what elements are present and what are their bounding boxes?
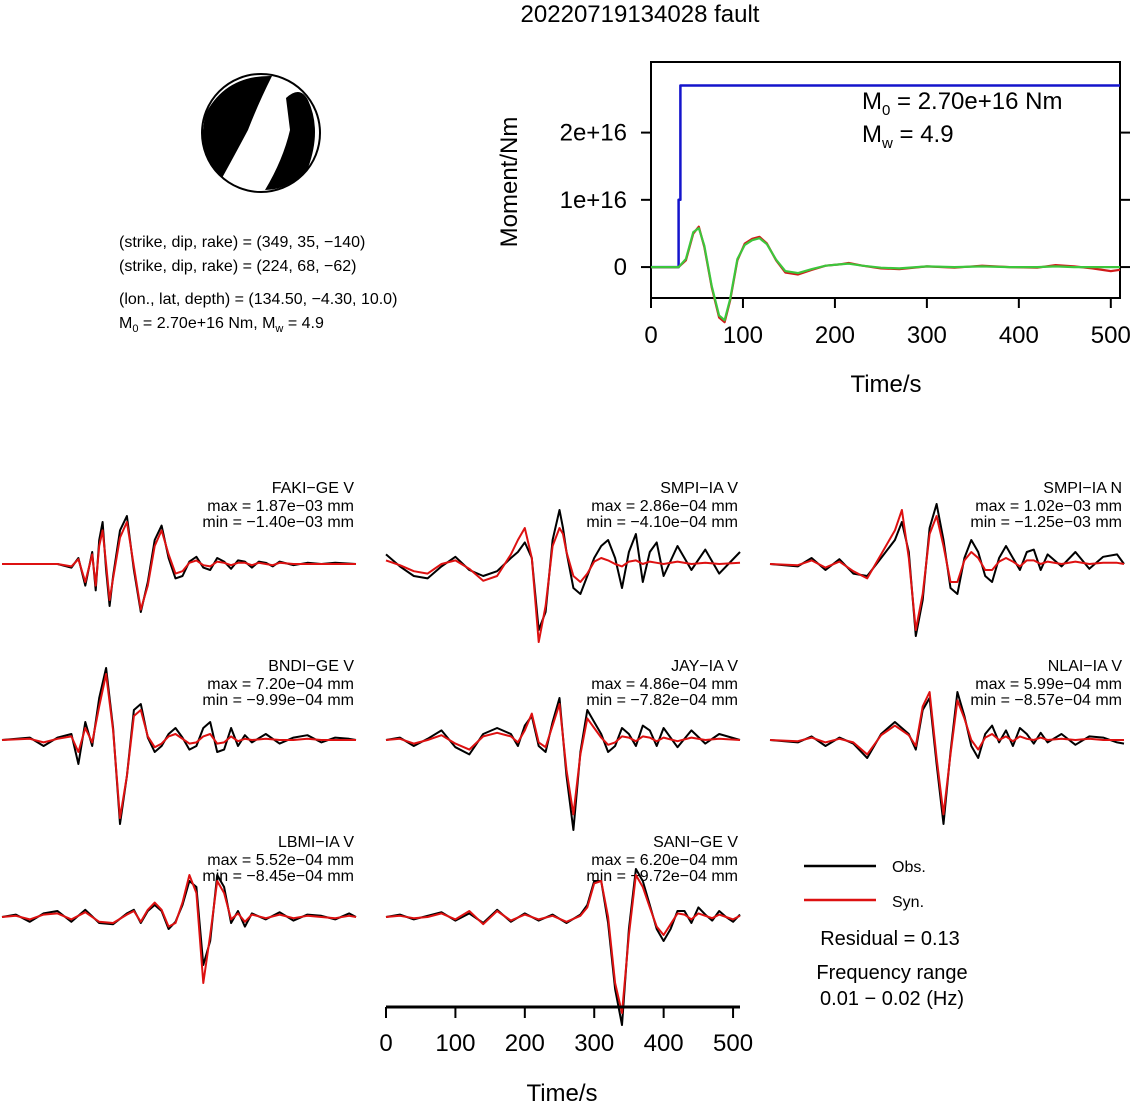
m0-subscript: 0	[882, 102, 890, 119]
waveform-xtick-label: 0	[379, 1030, 392, 1057]
nodal-plane-2: (strike, dip, rake) = (224, 68, −62)	[119, 258, 356, 275]
synthetic-waveform	[1, 673, 356, 819]
synthetic-waveform	[385, 703, 741, 816]
station-max: max = 2.86e−04 mm	[591, 498, 738, 515]
nodal-plane-1: (strike, dip, rake) = (349, 35, −140)	[119, 234, 365, 251]
station-max: max = 6.20e−04 mm	[591, 852, 738, 869]
moment-xtick-label: 300	[907, 322, 947, 349]
station-max: max = 7.20e−04 mm	[207, 676, 354, 693]
station-min: min = −1.40e−03 mm	[202, 514, 354, 531]
moment-plot-frame	[650, 61, 1121, 299]
station-label: LBMI−IA V	[278, 834, 354, 851]
waveform-xtick-label: 200	[505, 1030, 545, 1057]
synthetic-waveform	[1, 874, 357, 984]
moment-plot-axes: 0 100 200 300 400 500 0 1e+16 2e+16	[560, 120, 1131, 349]
mw-symbol: M	[862, 121, 882, 148]
synthetic-waveform	[385, 874, 741, 1014]
waveform-time-axis: 0 100 200 300 400 500	[379, 1005, 753, 1057]
moment-ytick-label: 1e+16	[560, 187, 627, 214]
m0-value: = 2.70e+16 Nm	[890, 88, 1062, 115]
moment-synthetic-line	[651, 227, 1120, 322]
station-max: max = 4.86e−04 mm	[591, 676, 738, 693]
beachball	[201, 73, 321, 193]
synthetic-waveform	[769, 691, 1124, 816]
station-label: SMPI−IA N	[1043, 480, 1122, 497]
hypocenter-location: (lon., lat, depth) = (134.50, −4.30, 10.…	[119, 291, 397, 308]
moment-summary-mw-subscript: w	[274, 323, 283, 335]
observed-waveform	[1, 874, 357, 966]
moment-xtick-label: 100	[723, 322, 763, 349]
station-max: max = 1.02e−03 mm	[975, 498, 1122, 515]
waveform-legend: Obs. Syn.	[804, 859, 926, 911]
moment-xtick-label: 200	[815, 322, 855, 349]
moment-summary-m0-value: = 2.70e+16 Nm, M	[138, 315, 275, 332]
moment-summary: M0 = 2.70e+16 Nm, Mw = 4.9	[119, 315, 324, 335]
moment-summary-m0-subscript: 0	[132, 323, 138, 335]
station-max: max = 5.52e−04 mm	[207, 852, 354, 869]
moment-ytick-label: 0	[614, 254, 627, 281]
mw-subscript: w	[881, 135, 893, 152]
observed-waveform	[769, 503, 1125, 637]
waveform-xlabel: Time/s	[526, 1080, 597, 1104]
moment-ytick-label: 2e+16	[560, 120, 627, 147]
figure-title: 20220719134028 fault	[521, 1, 760, 28]
moment-plot-series	[651, 84, 1121, 324]
moment-xtick-label: 400	[999, 322, 1039, 349]
station-label: FAKI−GE V	[272, 480, 355, 497]
m0-symbol: M	[862, 88, 882, 115]
station-max: max = 5.99e−04 mm	[975, 676, 1122, 693]
frequency-range-label: Frequency range	[816, 962, 967, 984]
station-min: min = −9.99e−04 mm	[202, 692, 354, 709]
observed-waveform	[769, 691, 1125, 825]
frequency-range-value: 0.01 − 0.02 (Hz)	[820, 988, 964, 1010]
station-min: min = −9.72e−04 mm	[586, 868, 738, 885]
station-label: BNDI−GE V	[268, 658, 354, 675]
moment-xtick-label: 500	[1091, 322, 1131, 349]
residual-value: Residual = 0.13	[820, 928, 960, 950]
station-label: SANI−GE V	[653, 834, 738, 851]
beachball-compression-quadrant	[202, 75, 272, 178]
legend-obs-label: Obs.	[892, 859, 926, 876]
station-min: min = −4.10e−04 mm	[586, 514, 738, 531]
moment-summary-m0-symbol: M	[119, 315, 132, 332]
moment-plot-xlabel: Time/s	[850, 371, 921, 398]
legend-syn-label: Syn.	[892, 894, 924, 911]
moment-xtick-label: 0	[644, 322, 657, 349]
synthetic-waveform	[769, 509, 1125, 631]
station-min: min = −7.82e−04 mm	[586, 692, 738, 709]
observed-waveform	[385, 697, 741, 831]
synthetic-waveform	[2, 521, 356, 611]
station-min: min = −8.57e−04 mm	[970, 692, 1122, 709]
station-min: min = −8.45e−04 mm	[202, 868, 354, 885]
waveform-xtick-label: 100	[435, 1030, 475, 1057]
station-min: min = −1.25e−03 mm	[970, 514, 1122, 531]
moment-summary-mw-value: = 4.9	[283, 315, 324, 332]
waveform-xtick-label: 400	[644, 1030, 684, 1057]
beachball-compression-quadrant-2	[265, 91, 315, 190]
station-label: SMPI−IA V	[660, 480, 738, 497]
synthetic-waveform	[385, 527, 741, 643]
moment-plot-mw-annotation: Mw = 4.9	[862, 121, 954, 152]
station-label: NLAI−IA V	[1048, 658, 1123, 675]
station-label: JAY−IA V	[671, 658, 738, 675]
waveform-xtick-label: 500	[713, 1030, 753, 1057]
moment-observed-line	[651, 225, 1121, 324]
waveform-xtick-label: 300	[574, 1030, 614, 1057]
moment-plot-m0-annotation: M0 = 2.70e+16 Nm	[862, 88, 1062, 119]
mw-value: = 4.9	[893, 121, 954, 148]
observed-waveform	[385, 868, 741, 1026]
station-max: max = 1.87e−03 mm	[207, 498, 354, 515]
moment-plot-ylabel: Moment/Nm	[496, 117, 523, 248]
